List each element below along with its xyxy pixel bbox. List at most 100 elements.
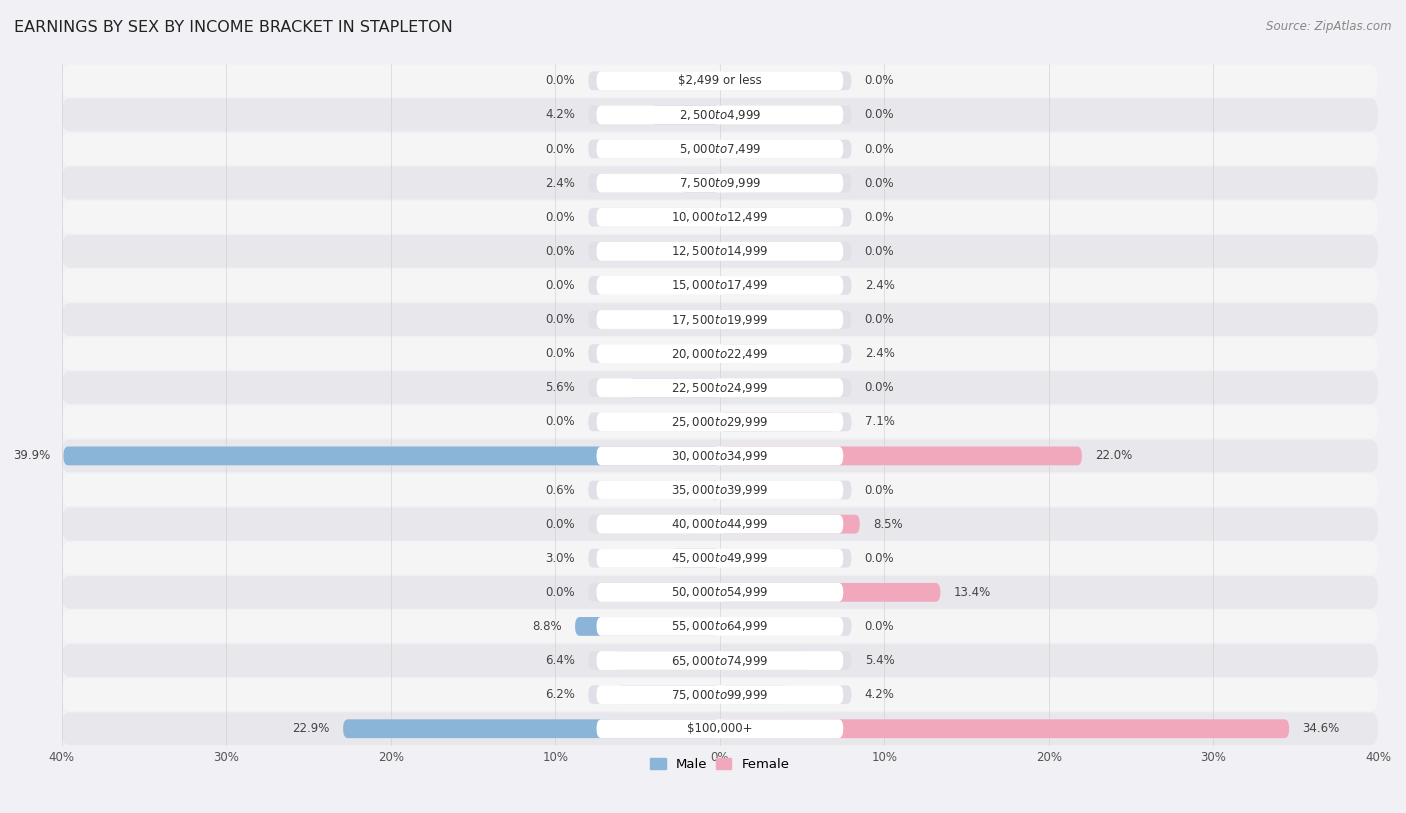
Text: 8.8%: 8.8%	[533, 620, 562, 633]
Text: $100,000+: $100,000+	[688, 722, 752, 735]
Text: $35,000 to $39,999: $35,000 to $39,999	[671, 483, 769, 497]
FancyBboxPatch shape	[596, 106, 844, 124]
Text: 6.2%: 6.2%	[546, 688, 575, 701]
FancyBboxPatch shape	[588, 72, 720, 90]
FancyBboxPatch shape	[588, 106, 720, 124]
Text: 5.6%: 5.6%	[546, 381, 575, 394]
FancyBboxPatch shape	[62, 133, 1378, 165]
FancyBboxPatch shape	[588, 549, 720, 567]
FancyBboxPatch shape	[63, 446, 720, 465]
Text: $2,499 or less: $2,499 or less	[678, 74, 762, 87]
Text: 0.0%: 0.0%	[865, 381, 894, 394]
FancyBboxPatch shape	[720, 446, 1081, 465]
FancyBboxPatch shape	[62, 269, 1378, 302]
FancyBboxPatch shape	[588, 310, 720, 329]
FancyBboxPatch shape	[62, 644, 1378, 677]
FancyBboxPatch shape	[720, 208, 852, 227]
Text: 0.0%: 0.0%	[546, 313, 575, 326]
FancyBboxPatch shape	[671, 549, 720, 567]
Text: 0.0%: 0.0%	[865, 74, 894, 87]
FancyBboxPatch shape	[588, 174, 720, 193]
FancyBboxPatch shape	[588, 651, 720, 670]
Text: EARNINGS BY SEX BY INCOME BRACKET IN STAPLETON: EARNINGS BY SEX BY INCOME BRACKET IN STA…	[14, 20, 453, 35]
Text: $22,500 to $24,999: $22,500 to $24,999	[671, 380, 769, 395]
FancyBboxPatch shape	[596, 446, 844, 465]
FancyBboxPatch shape	[720, 549, 852, 567]
Text: Source: ZipAtlas.com: Source: ZipAtlas.com	[1267, 20, 1392, 33]
FancyBboxPatch shape	[596, 174, 844, 193]
FancyBboxPatch shape	[720, 412, 852, 431]
Text: 0.6%: 0.6%	[546, 484, 575, 497]
Text: 0.0%: 0.0%	[546, 518, 575, 531]
Text: 22.0%: 22.0%	[1095, 450, 1132, 463]
FancyBboxPatch shape	[596, 140, 844, 159]
FancyBboxPatch shape	[720, 651, 808, 670]
FancyBboxPatch shape	[720, 276, 759, 295]
FancyBboxPatch shape	[588, 208, 720, 227]
FancyBboxPatch shape	[588, 344, 720, 363]
FancyBboxPatch shape	[710, 480, 720, 499]
Text: $15,000 to $17,499: $15,000 to $17,499	[671, 278, 769, 293]
FancyBboxPatch shape	[720, 344, 759, 363]
Text: $20,000 to $22,499: $20,000 to $22,499	[671, 346, 769, 361]
Text: $5,000 to $7,499: $5,000 to $7,499	[679, 142, 761, 156]
FancyBboxPatch shape	[720, 140, 852, 159]
FancyBboxPatch shape	[62, 541, 1378, 575]
FancyBboxPatch shape	[720, 480, 852, 499]
FancyBboxPatch shape	[596, 208, 844, 227]
FancyBboxPatch shape	[596, 72, 844, 90]
FancyBboxPatch shape	[720, 276, 852, 295]
Text: 0.0%: 0.0%	[546, 415, 575, 428]
Text: 0.0%: 0.0%	[865, 313, 894, 326]
Text: 4.2%: 4.2%	[865, 688, 894, 701]
Text: 39.9%: 39.9%	[13, 450, 51, 463]
FancyBboxPatch shape	[596, 242, 844, 261]
FancyBboxPatch shape	[651, 106, 720, 124]
FancyBboxPatch shape	[62, 508, 1378, 541]
FancyBboxPatch shape	[62, 712, 1378, 745]
FancyBboxPatch shape	[62, 98, 1378, 131]
Text: 0.0%: 0.0%	[865, 484, 894, 497]
FancyBboxPatch shape	[596, 549, 844, 567]
FancyBboxPatch shape	[62, 303, 1378, 336]
FancyBboxPatch shape	[596, 480, 844, 499]
Text: 0.0%: 0.0%	[546, 245, 575, 258]
Text: $17,500 to $19,999: $17,500 to $19,999	[671, 312, 769, 327]
Text: 6.4%: 6.4%	[546, 654, 575, 667]
FancyBboxPatch shape	[720, 310, 852, 329]
FancyBboxPatch shape	[720, 515, 859, 533]
FancyBboxPatch shape	[720, 72, 852, 90]
FancyBboxPatch shape	[720, 720, 1289, 738]
FancyBboxPatch shape	[588, 276, 720, 295]
Text: 0.0%: 0.0%	[865, 245, 894, 258]
Text: 5.4%: 5.4%	[865, 654, 894, 667]
Text: 8.5%: 8.5%	[873, 518, 903, 531]
Text: 13.4%: 13.4%	[953, 586, 991, 599]
FancyBboxPatch shape	[617, 685, 720, 704]
Text: $75,000 to $99,999: $75,000 to $99,999	[671, 688, 769, 702]
Text: 34.6%: 34.6%	[1302, 722, 1340, 735]
Text: 0.0%: 0.0%	[546, 74, 575, 87]
FancyBboxPatch shape	[596, 344, 844, 363]
FancyBboxPatch shape	[720, 106, 852, 124]
Text: 0.0%: 0.0%	[546, 347, 575, 360]
Text: $45,000 to $49,999: $45,000 to $49,999	[671, 551, 769, 565]
Text: $2,500 to $4,999: $2,500 to $4,999	[679, 108, 761, 122]
FancyBboxPatch shape	[596, 685, 844, 704]
Text: 2.4%: 2.4%	[546, 176, 575, 189]
FancyBboxPatch shape	[596, 515, 844, 533]
FancyBboxPatch shape	[62, 235, 1378, 267]
FancyBboxPatch shape	[588, 480, 720, 499]
Text: $10,000 to $12,499: $10,000 to $12,499	[671, 211, 769, 224]
FancyBboxPatch shape	[720, 583, 941, 602]
Text: 0.0%: 0.0%	[865, 211, 894, 224]
FancyBboxPatch shape	[62, 337, 1378, 370]
FancyBboxPatch shape	[596, 720, 844, 738]
FancyBboxPatch shape	[588, 583, 720, 602]
FancyBboxPatch shape	[614, 651, 720, 670]
FancyBboxPatch shape	[588, 412, 720, 431]
Text: $55,000 to $64,999: $55,000 to $64,999	[671, 620, 769, 633]
Text: 4.2%: 4.2%	[546, 108, 575, 121]
FancyBboxPatch shape	[720, 720, 1289, 738]
FancyBboxPatch shape	[596, 651, 844, 670]
